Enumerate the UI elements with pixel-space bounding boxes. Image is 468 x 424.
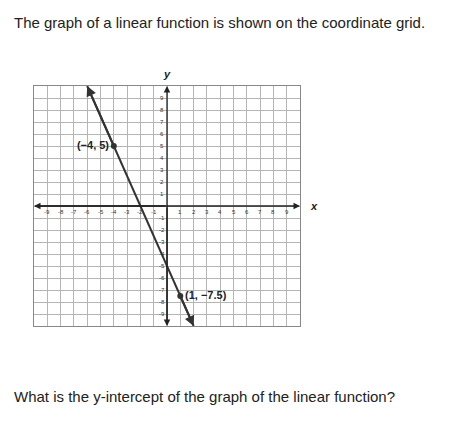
svg-text:-5: -5: [98, 209, 104, 215]
svg-text:y: y: [163, 72, 171, 80]
svg-text:1: 1: [178, 209, 182, 215]
svg-text:9: 9: [285, 209, 289, 215]
svg-text:-5: -5: [159, 263, 165, 269]
svg-text:-1: -1: [151, 209, 157, 215]
svg-text:-2: -2: [137, 209, 143, 215]
svg-text:3: 3: [205, 209, 209, 215]
svg-text:-3: -3: [124, 209, 130, 215]
svg-text:5: 5: [232, 209, 236, 215]
svg-text:-6: -6: [159, 275, 165, 281]
svg-text:(1, −7.5): (1, −7.5): [185, 289, 227, 301]
html-text:What is the y-intercept of the: What is the y-intercept of the graph of …: [14, 388, 396, 405]
svg-text:(−4, 5): (−4, 5): [77, 139, 109, 151]
svg-text:x: x: [310, 200, 318, 212]
svg-text:-4: -4: [159, 251, 165, 257]
html-text:The graph of a linear function: The graph of a linear function is shown …: [14, 14, 426, 31]
svg-text:6: 6: [160, 131, 164, 137]
svg-text:5: 5: [160, 143, 164, 149]
svg-text:6: 6: [245, 209, 249, 215]
svg-text:-7: -7: [71, 209, 77, 215]
svg-text:9: 9: [160, 95, 164, 101]
svg-text:2: 2: [160, 179, 164, 185]
svg-text:7: 7: [258, 209, 262, 215]
svg-text:-4: -4: [111, 209, 117, 215]
svg-text:2: 2: [192, 209, 196, 215]
svg-text:-7: -7: [159, 287, 165, 293]
svg-text:-3: -3: [159, 239, 165, 245]
svg-text:-9: -9: [44, 209, 50, 215]
svg-text:3: 3: [160, 167, 164, 173]
svg-text:-1: -1: [159, 215, 165, 221]
svg-text:-9: -9: [159, 311, 165, 317]
svg-text:-6: -6: [84, 209, 90, 215]
svg-text:-2: -2: [159, 227, 165, 233]
svg-text:7: 7: [160, 119, 164, 125]
svg-text:4: 4: [218, 209, 222, 215]
svg-text:8: 8: [160, 107, 164, 113]
svg-text:4: 4: [160, 155, 164, 161]
svg-text:8: 8: [271, 209, 275, 215]
svg-text:-8: -8: [159, 299, 165, 305]
svg-text:-8: -8: [58, 209, 64, 215]
svg-text:1: 1: [160, 191, 164, 197]
